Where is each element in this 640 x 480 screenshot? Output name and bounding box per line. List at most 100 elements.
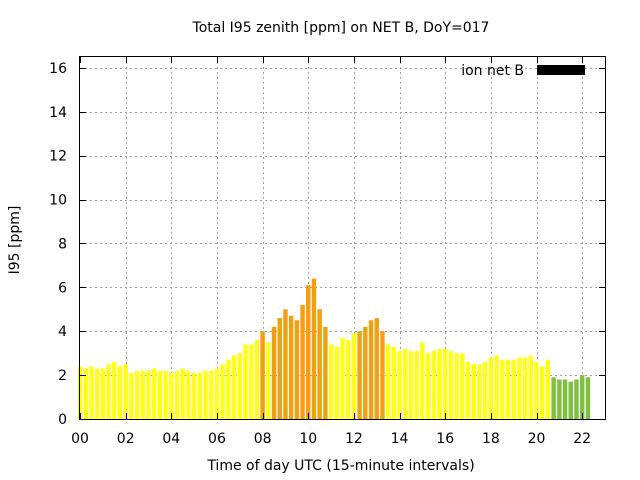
bar <box>454 353 459 419</box>
bar <box>317 309 322 419</box>
bar <box>511 359 516 419</box>
bar <box>579 375 585 419</box>
bar <box>163 370 168 419</box>
x-tick-label: 20 <box>528 431 546 447</box>
x-tick-label: 08 <box>254 431 272 447</box>
bar <box>106 364 111 419</box>
bar <box>574 379 579 419</box>
x-tick-label: 06 <box>208 431 226 447</box>
bar <box>425 353 431 419</box>
bar <box>277 318 282 419</box>
x-tick-label: 14 <box>391 431 409 447</box>
bar <box>448 350 454 419</box>
bar <box>100 368 106 419</box>
bar <box>123 364 128 419</box>
bar <box>431 350 437 419</box>
y-tick-label: 16 <box>49 61 67 77</box>
bar <box>328 344 334 419</box>
legend-swatch <box>537 65 585 75</box>
bar <box>585 377 591 419</box>
bar <box>557 379 562 419</box>
bar <box>391 346 397 419</box>
x-tick-label: 22 <box>573 431 591 447</box>
bar <box>403 348 408 419</box>
bar <box>197 372 203 419</box>
legend: ion net B <box>461 63 585 79</box>
legend-label: ion net B <box>461 63 524 79</box>
bar <box>334 346 340 419</box>
y-tick-label: 10 <box>49 193 67 209</box>
bar <box>528 355 534 419</box>
bar <box>323 326 328 419</box>
bar <box>562 379 568 419</box>
bar <box>545 359 551 419</box>
bar <box>414 350 419 419</box>
bar <box>505 359 511 419</box>
x-tick-label: 16 <box>436 431 454 447</box>
x-tick-label: 02 <box>117 431 135 447</box>
bar <box>237 353 243 419</box>
bar <box>420 342 425 419</box>
bar <box>477 364 482 419</box>
y-tick-label: 12 <box>49 149 67 165</box>
bar <box>460 353 465 419</box>
bar <box>209 370 214 419</box>
bar <box>231 355 237 419</box>
bar <box>368 320 374 419</box>
bar <box>482 361 488 419</box>
bar <box>345 340 351 419</box>
bar <box>226 359 231 419</box>
y-tick-label: 6 <box>58 280 67 296</box>
bar <box>151 368 157 419</box>
bar <box>540 366 545 419</box>
bar <box>248 344 254 419</box>
bar <box>112 361 117 419</box>
bar <box>340 337 345 419</box>
bar <box>357 331 362 419</box>
bar <box>437 348 442 419</box>
bar <box>266 342 271 419</box>
chart-title: Total I95 zenith [ppm] on NET B, DoY=017 <box>192 20 490 36</box>
bar <box>186 370 191 419</box>
bar <box>180 368 185 419</box>
bar <box>408 350 414 419</box>
bar <box>517 357 522 419</box>
x-tick-label: 04 <box>162 431 180 447</box>
plot-frame <box>79 56 606 420</box>
bar <box>271 326 277 419</box>
bar <box>306 285 311 419</box>
y-tick-label: 0 <box>58 412 67 428</box>
bar <box>169 372 174 419</box>
bar <box>254 340 260 419</box>
x-axis-title: Time of day UTC (15-minute intervals) <box>206 458 474 474</box>
bar <box>294 320 300 419</box>
grid <box>80 57 605 419</box>
bar <box>134 370 140 419</box>
bar <box>534 361 539 419</box>
bar <box>465 361 471 419</box>
x-tick-label: 12 <box>345 431 363 447</box>
bar <box>471 364 476 419</box>
bar <box>494 355 499 419</box>
bar <box>374 318 379 419</box>
bar <box>243 344 248 419</box>
bar <box>288 315 294 419</box>
bar <box>214 368 220 419</box>
y-tick-label: 14 <box>49 105 67 121</box>
bar <box>488 357 494 419</box>
bar <box>174 370 180 419</box>
bar <box>385 344 391 419</box>
bar <box>220 364 225 419</box>
bars <box>77 278 591 419</box>
bar <box>380 331 385 419</box>
bar <box>83 368 88 419</box>
bar <box>260 331 265 419</box>
x-tick-label: 00 <box>71 431 89 447</box>
bar <box>157 370 163 419</box>
y-tick-label: 4 <box>58 324 67 340</box>
bar <box>397 350 402 419</box>
x-tick-label: 18 <box>482 431 500 447</box>
